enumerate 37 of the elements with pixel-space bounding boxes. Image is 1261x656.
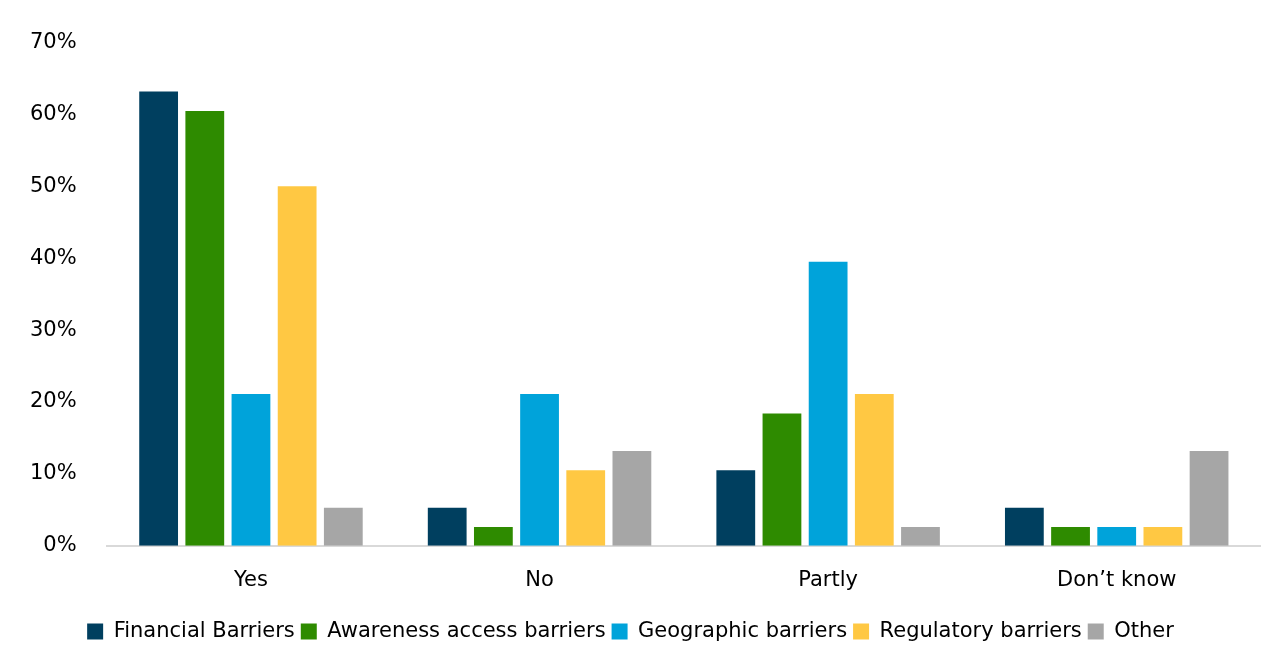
bar — [277, 186, 317, 546]
bar — [323, 507, 363, 546]
bar — [762, 413, 802, 546]
bar — [1004, 507, 1044, 546]
y-tick-label: 40% — [29, 244, 77, 269]
y-tick-label: 20% — [29, 388, 77, 413]
y-tick-label: 50% — [29, 172, 77, 197]
bar — [139, 91, 179, 546]
bar — [1051, 527, 1090, 546]
y-tick-label: 10% — [29, 460, 77, 485]
legend-label: Regulatory barriers — [879, 617, 1082, 642]
x-tick-label: No — [525, 566, 554, 591]
bar — [716, 470, 756, 546]
bar — [473, 527, 513, 546]
bar — [185, 110, 225, 546]
x-tick-label: Yes — [233, 566, 268, 591]
bar — [1143, 527, 1183, 546]
bar — [612, 450, 652, 546]
bar — [1097, 527, 1137, 546]
legend-label: Financial Barriers — [113, 617, 295, 642]
y-tick-label: 70% — [29, 29, 77, 54]
bar — [1189, 450, 1229, 546]
bar — [427, 507, 467, 546]
legend-label: Geographic barriers — [638, 617, 848, 642]
bar — [901, 527, 940, 546]
legend-label: Other — [1114, 617, 1175, 642]
y-tick-label: 0% — [43, 532, 77, 557]
x-tick-label: Partly — [798, 566, 858, 591]
bar — [808, 261, 848, 546]
y-tick-label: 30% — [29, 316, 77, 341]
x-tick-label: Don’t know — [1057, 566, 1177, 591]
bar — [231, 394, 271, 546]
bar — [566, 470, 606, 546]
bar — [854, 394, 894, 546]
bar — [520, 394, 559, 546]
legend-label: Awareness access barriers — [327, 617, 606, 642]
y-tick-label: 60% — [29, 100, 77, 125]
